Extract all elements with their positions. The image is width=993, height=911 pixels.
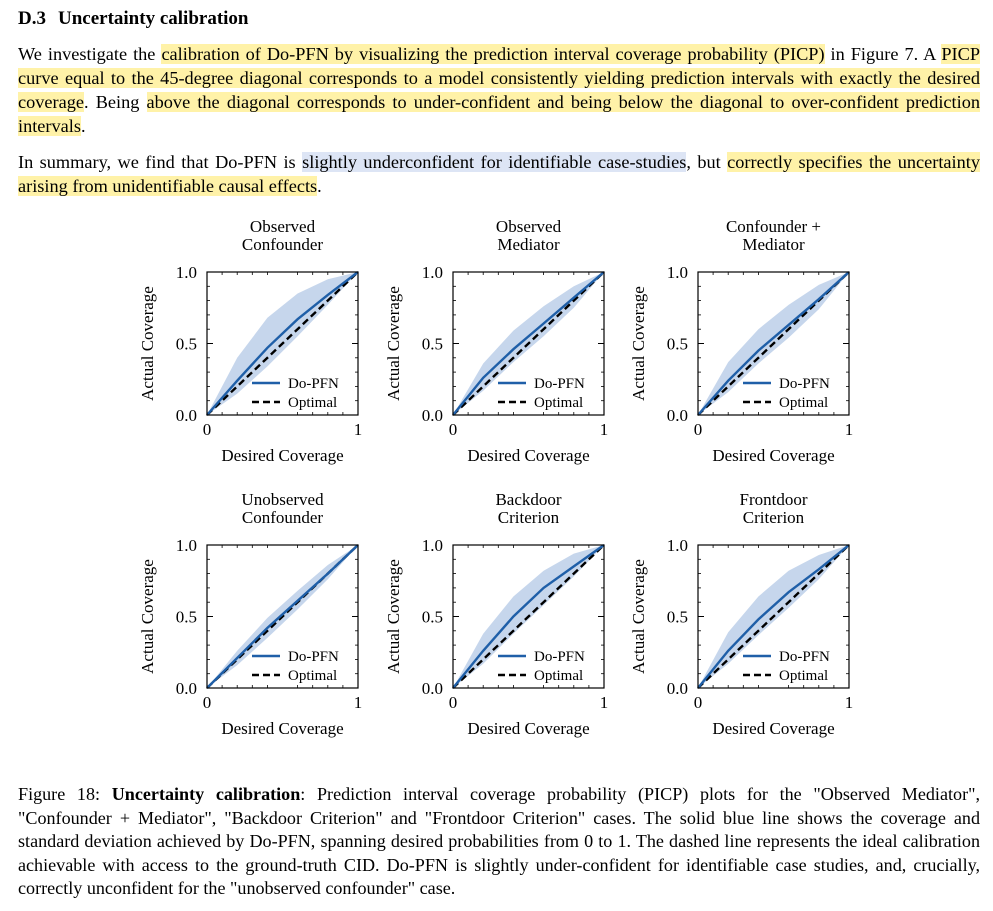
legend-label: Optimal xyxy=(779,668,828,684)
do-pfn-line xyxy=(206,271,359,416)
x-tick-label: 0 xyxy=(694,420,703,439)
chart-title: Observed Mediator xyxy=(496,217,562,254)
x-axis-label: Desired Coverage xyxy=(712,719,834,738)
y-tick-label: 1.0 xyxy=(176,536,197,555)
highlight-blue: slightly underconfident for identifiable… xyxy=(302,152,687,172)
highlight-yellow: above the diagonal corresponds to under-… xyxy=(18,92,980,136)
text-span: in Figure 7. A xyxy=(824,44,942,64)
x-axis-label: Desired Coverage xyxy=(467,719,589,738)
paragraph-summary: In summary, we find that Do-PFN is sligh… xyxy=(18,150,980,198)
x-tick-label: 0 xyxy=(203,420,212,439)
legend-label: Do-PFN xyxy=(288,376,339,392)
y-axis-label: Actual Coverage xyxy=(629,559,648,674)
y-axis-label: Actual Coverage xyxy=(138,559,157,674)
y-tick-label: 0.0 xyxy=(176,679,197,698)
y-tick-label: 1.0 xyxy=(422,536,443,555)
x-tick-label: 1 xyxy=(600,693,609,712)
legend-label: Optimal xyxy=(288,668,337,684)
text-span: . xyxy=(317,176,322,196)
do-pfn-line xyxy=(452,271,605,416)
text-span: We investigate the xyxy=(18,44,162,64)
x-tick-label: 1 xyxy=(354,420,363,439)
y-tick-label: 1.0 xyxy=(667,263,688,282)
x-tick-label: 1 xyxy=(845,693,854,712)
y-axis-label: Actual Coverage xyxy=(629,286,648,401)
legend-label: Optimal xyxy=(534,668,583,684)
chart-title: Observed Confounder xyxy=(242,217,324,254)
y-tick-label: 0.0 xyxy=(667,406,688,425)
caption-bold: Uncertainty calibration xyxy=(111,784,301,804)
legend-label: Optimal xyxy=(779,395,828,411)
highlight-yellow: calibration of Do-PFN by visualizing the… xyxy=(161,44,825,64)
x-axis-label: Desired Coverage xyxy=(221,446,343,465)
x-tick-label: 0 xyxy=(694,693,703,712)
y-tick-label: 0.0 xyxy=(667,679,688,698)
y-tick-label: 0.0 xyxy=(176,406,197,425)
chart-panel-5: Backdoor Criterion 0.0 0.5 1.0 0 1 Desired Cove… xyxy=(384,490,608,738)
do-pfn-line xyxy=(452,544,605,689)
legend-label: Do-PFN xyxy=(534,649,585,665)
legend-label: Do-PFN xyxy=(534,376,585,392)
y-tick-label: 1.0 xyxy=(176,263,197,282)
y-tick-label: 0.5 xyxy=(667,608,688,627)
legend-label: Do-PFN xyxy=(288,649,339,665)
x-axis-label: Desired Coverage xyxy=(712,446,834,465)
text-span: . Being xyxy=(83,92,147,112)
chart-title: Unobserved Confounder xyxy=(241,490,324,527)
x-tick-label: 0 xyxy=(203,693,212,712)
picp-figure: Observed Confounder 0.0 0.5 1.0 0 1 Desired Cov… xyxy=(138,217,853,738)
caption-label: Figure 18: xyxy=(18,784,112,804)
legend-label: Do-PFN xyxy=(779,376,830,392)
chart-panel-6: Frontdoor Criterion 0.0 0.5 1.0 0 1 Desired Cov… xyxy=(629,490,853,738)
legend-label: Do-PFN xyxy=(779,649,830,665)
optimal-line xyxy=(452,544,605,689)
y-tick-label: 0.0 xyxy=(422,406,443,425)
x-tick-label: 1 xyxy=(600,420,609,439)
y-tick-label: 1.0 xyxy=(667,536,688,555)
section-title: Uncertainty calibration xyxy=(57,8,249,29)
chart-title: Frontdoor Criterion xyxy=(740,490,808,527)
chart-title: Backdoor Criterion xyxy=(495,490,561,527)
legend-label: Optimal xyxy=(534,395,583,411)
y-axis-label: Actual Coverage xyxy=(384,286,403,401)
x-tick-label: 0 xyxy=(449,693,458,712)
figure-caption: Figure 18: Uncertainty calibration: Pred… xyxy=(18,783,980,901)
y-tick-label: 0.5 xyxy=(176,608,197,627)
optimal-line xyxy=(697,271,850,416)
do-pfn-line xyxy=(697,544,850,689)
x-tick-label: 1 xyxy=(354,693,363,712)
x-axis-label: Desired Coverage xyxy=(221,719,343,738)
y-tick-label: 0.5 xyxy=(422,335,443,354)
section-number: D.3 xyxy=(18,8,46,29)
x-axis-label: Desired Coverage xyxy=(467,446,589,465)
chart-panel-1: Observed Confounder 0.0 0.5 1.0 0 1 Desired Cov… xyxy=(138,217,362,465)
y-tick-label: 0.5 xyxy=(422,608,443,627)
y-axis-label: Actual Coverage xyxy=(138,286,157,401)
y-tick-label: 0.0 xyxy=(422,679,443,698)
legend-label: Optimal xyxy=(288,395,337,411)
chart-panel-4: Unobserved Confounder 0.0 0.5 1.0 0 1 Desired C… xyxy=(138,490,362,738)
y-tick-label: 0.5 xyxy=(667,335,688,354)
text-span: . xyxy=(80,116,86,136)
x-tick-label: 1 xyxy=(845,420,854,439)
chart-panel-2: Observed Mediator 0.0 0.5 1.0 0 1 Desired Cover… xyxy=(384,217,608,465)
optimal-line xyxy=(206,271,359,416)
do-pfn-line xyxy=(697,271,850,416)
x-tick-label: 0 xyxy=(449,420,458,439)
text-span: In summary, we find that Do-PFN is xyxy=(18,152,303,172)
y-tick-label: 1.0 xyxy=(422,263,443,282)
y-tick-label: 0.5 xyxy=(176,335,197,354)
chart-panel-3: Confounder + Mediator 0.0 0.5 1.0 0 1 Desired C… xyxy=(629,217,853,465)
do-pfn-line xyxy=(206,544,359,689)
chart-title: Confounder + Mediator xyxy=(726,217,821,254)
section-heading: D.3 Uncertainty calibration xyxy=(18,8,249,30)
optimal-line xyxy=(452,271,605,416)
y-axis-label: Actual Coverage xyxy=(384,559,403,674)
optimal-line xyxy=(697,544,850,689)
caption-text: : Prediction interval coverage probabili… xyxy=(18,784,980,899)
paragraph-calibration: We investigate the calibration of Do-PFN… xyxy=(18,42,980,138)
text-span: , but xyxy=(686,152,728,172)
